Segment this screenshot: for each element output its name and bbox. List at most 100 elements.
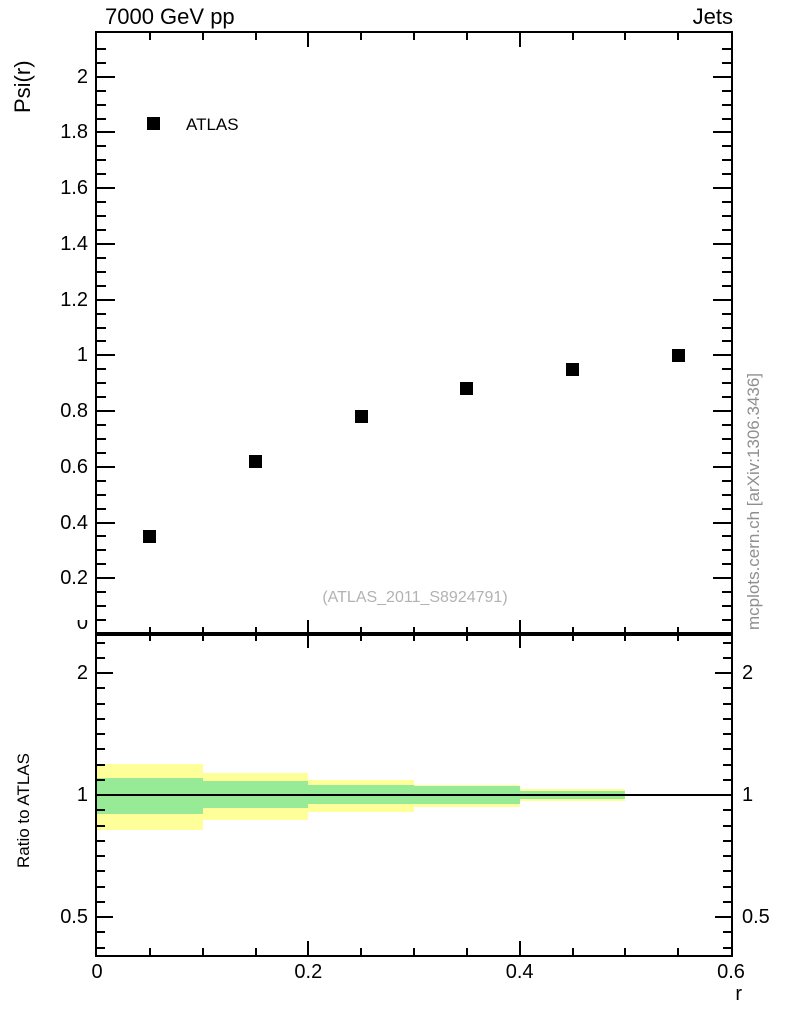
y-tick [97,493,106,496]
x-tick-label: 0.4 [505,961,534,983]
y-tick [97,270,106,273]
y-tick [722,382,731,385]
ratio-y-tick [97,946,105,949]
x-tick [254,33,257,40]
y-tick [713,577,731,580]
x-tick [518,33,521,47]
x-tick [571,627,574,634]
x-tick [465,948,468,955]
y-tick [97,465,115,468]
ratio-y-tick [97,672,113,674]
ratio-y-tick-label: 0.5 [60,906,88,928]
y-tick [713,131,731,134]
ratio-y-tick [723,733,731,735]
ratio-y-tick [97,931,105,934]
ratio-y-tick [97,809,105,812]
x-tick [413,33,415,40]
y-tick [97,117,106,120]
y-tick [97,521,115,524]
y-tick [97,591,106,594]
x-tick-label: 0.6 [717,961,745,983]
y-tick [722,619,731,622]
y-tick [97,382,106,385]
y-tick [713,298,731,301]
y-tick [97,89,106,92]
y-tick [722,117,731,120]
ratio-y-tick [97,855,105,857]
ratio-y-tick [97,763,105,766]
ratio-y-tick [715,672,731,674]
ratio-y-tick [723,931,731,934]
x-tick [201,634,204,641]
y-tick [722,340,731,343]
x-tick [465,634,468,641]
y-tick [722,396,731,399]
side-note: mcplots.cern.ch [arXiv:1306.3436] [744,372,763,630]
x-tick [571,948,574,955]
y-tick [97,424,106,427]
ratio-y-tick-label: 1 [76,784,88,806]
y-tick [722,284,731,287]
y-tick [722,89,731,92]
x-tick [254,627,257,634]
y-tick [97,187,115,190]
y-tick [97,131,115,134]
ratio-y-tick [723,763,731,766]
x-tick [624,948,627,955]
plot-title: 7000 GeV pp [105,4,235,29]
y-tick [97,507,106,510]
data-point [460,382,474,396]
y-tick [722,549,731,552]
y-tick [97,201,106,204]
ratio-y-tick [97,916,113,918]
x-tick [571,33,574,40]
x-tick [307,620,310,634]
x-tick [148,33,151,40]
x-tick [360,33,363,40]
ratio-y-tick [97,687,105,690]
x-tick [148,627,151,634]
y-tick [722,270,731,273]
y-tick [722,228,731,231]
x-tick [677,33,680,40]
y-tick [97,145,106,148]
data-point [249,454,262,468]
y-tick [722,424,731,427]
x-tick [201,33,204,40]
y-axis-origin-label: 0 [76,620,88,632]
y-tick [722,215,731,218]
y-tick-label: 1 [76,344,88,367]
y-tick-label: 0.6 [60,455,88,478]
x-tick [677,627,680,634]
ratio-y-tick [723,717,731,720]
data-point [671,348,685,362]
x-tick [201,948,204,955]
y-tick [713,187,731,190]
x-tick [307,634,310,648]
ratio-y-tick [723,855,731,857]
y-tick [713,242,731,245]
ratio-y-tick-label-right: 0.5 [742,906,770,928]
ratio-y-tick [723,839,731,842]
ratio-y-tick [715,794,731,796]
x-tick [307,941,310,955]
y-tick [97,173,106,176]
ratio-y-tick [97,717,105,720]
ratio-y-tick [723,824,731,827]
watermark: (ATLAS_2011_S8924791) [322,589,508,606]
ratio-y-tick [97,656,105,659]
ratio-y-tick [97,748,105,751]
y-tick [722,437,731,440]
y-tick [713,354,731,357]
y-tick [97,619,106,622]
y-tick-label: 2 [76,65,88,88]
x-tick-label: 0.2 [294,961,323,983]
y-tick [722,201,731,204]
y-tick [97,47,106,50]
x-tick [677,634,680,641]
x-tick [624,627,627,634]
x-tick [465,627,468,634]
y-tick [97,61,106,64]
y-tick [722,493,731,496]
ratio-y-tick [723,748,731,751]
